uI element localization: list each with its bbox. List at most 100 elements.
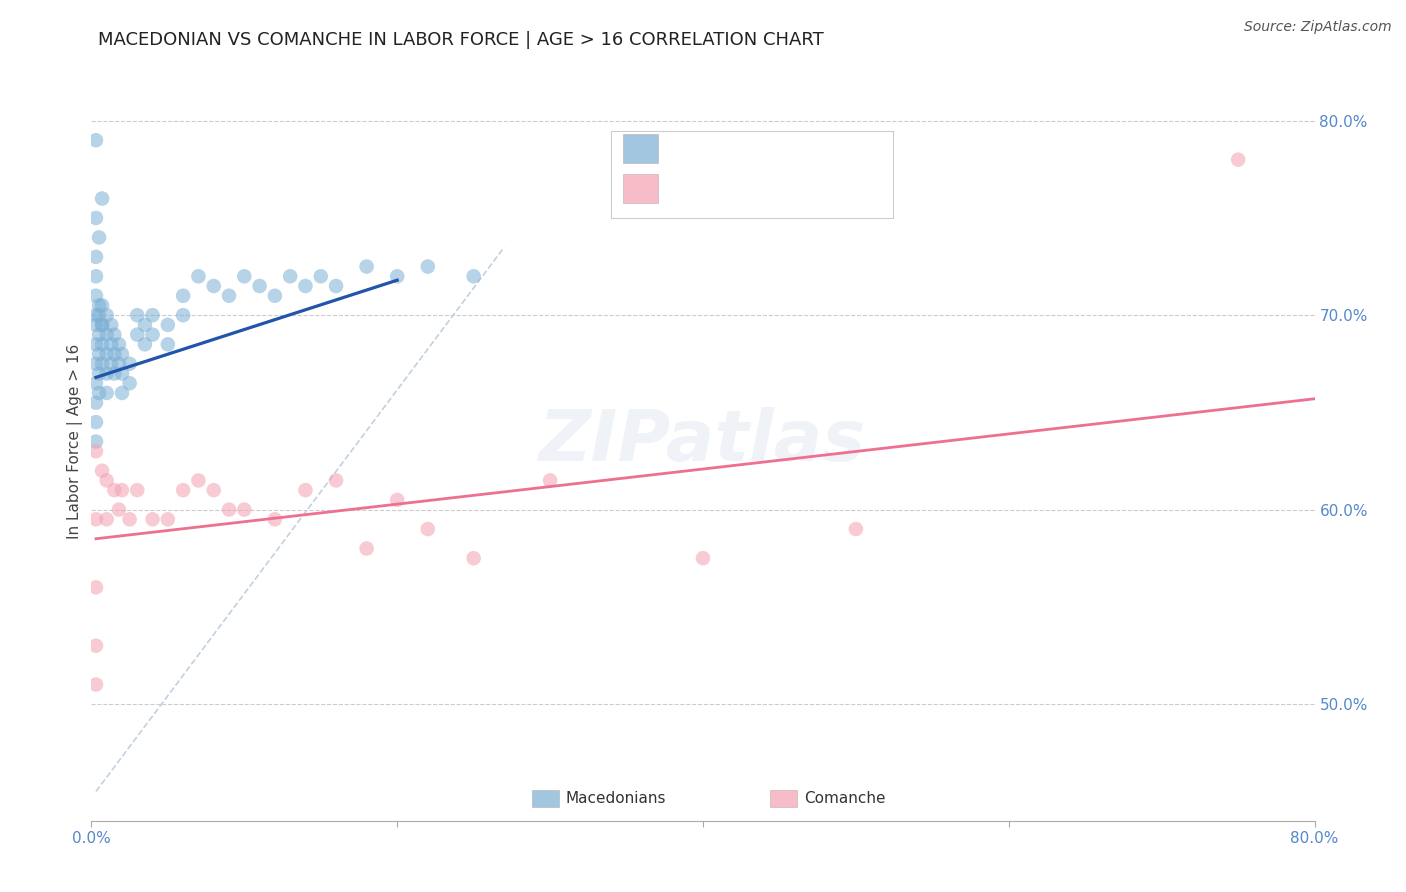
Point [84, 337, 107, 351]
Text: MACEDONIAN VS COMANCHE IN LABOR FORCE | AGE > 16 CORRELATION CHART: MACEDONIAN VS COMANCHE IN LABOR FORCE | … [98, 31, 824, 49]
Point [84, 318, 107, 332]
Text: 0.211: 0.211 [716, 180, 768, 198]
Point [103, 327, 125, 342]
Point [100, 318, 122, 332]
Point [96, 347, 118, 361]
Point [141, 327, 163, 342]
Point [202, 279, 225, 293]
Point [118, 512, 141, 526]
Point [84, 512, 107, 526]
Point [538, 474, 561, 488]
Text: 0.306: 0.306 [709, 141, 762, 159]
Text: Macedonians: Macedonians [567, 791, 666, 806]
Point [108, 502, 131, 516]
Point [87, 386, 110, 401]
Text: Comanche: Comanche [804, 791, 886, 806]
Point [91, 298, 114, 312]
Point [172, 289, 194, 303]
Point [87, 230, 110, 244]
Point [309, 269, 332, 284]
Text: ZIPatlas: ZIPatlas [540, 407, 866, 476]
Point [91, 357, 114, 371]
Point [84, 133, 107, 147]
Point [156, 512, 179, 526]
Point [87, 298, 110, 312]
Text: R =: R = [669, 180, 710, 198]
Point [96, 367, 118, 381]
Point [84, 376, 107, 391]
Point [111, 347, 134, 361]
Point [325, 279, 347, 293]
Point [118, 357, 141, 371]
Point [127, 327, 149, 342]
Point [172, 483, 194, 497]
Point [385, 492, 409, 507]
Point [463, 269, 485, 284]
Point [141, 308, 163, 322]
Point [91, 318, 114, 332]
Y-axis label: In Labor Force | Age > 16: In Labor Force | Age > 16 [67, 344, 83, 539]
Point [84, 289, 107, 303]
FancyBboxPatch shape [623, 135, 658, 163]
Point [294, 483, 316, 497]
Point [84, 308, 107, 322]
Point [91, 337, 114, 351]
Point [134, 318, 156, 332]
Point [249, 279, 271, 293]
Point [91, 318, 114, 332]
Point [96, 474, 118, 488]
Point [84, 269, 107, 284]
Point [356, 260, 378, 274]
Point [325, 474, 347, 488]
Point [96, 512, 118, 526]
Point [264, 512, 287, 526]
Text: Source: ZipAtlas.com: Source: ZipAtlas.com [1244, 20, 1392, 34]
Point [385, 269, 409, 284]
Point [463, 551, 485, 566]
Text: 31: 31 [813, 180, 837, 198]
Point [84, 434, 107, 449]
Point [187, 269, 209, 284]
Point [84, 250, 107, 264]
Point [103, 347, 125, 361]
Point [103, 367, 125, 381]
Point [108, 357, 131, 371]
Point [172, 308, 194, 322]
Point [845, 522, 868, 536]
Point [118, 376, 141, 391]
Point [278, 269, 301, 284]
Text: 69: 69 [813, 141, 837, 159]
Point [233, 502, 256, 516]
Point [416, 260, 439, 274]
Point [87, 308, 110, 322]
FancyBboxPatch shape [612, 130, 893, 218]
Point [84, 639, 107, 653]
Point [87, 347, 110, 361]
Point [96, 327, 118, 342]
Text: N =: N = [773, 180, 811, 198]
Point [84, 444, 107, 458]
Point [87, 367, 110, 381]
FancyBboxPatch shape [531, 790, 558, 807]
Point [156, 337, 179, 351]
Point [134, 337, 156, 351]
Point [264, 289, 287, 303]
Point [111, 386, 134, 401]
FancyBboxPatch shape [623, 174, 658, 202]
Point [84, 395, 107, 409]
Point [100, 357, 122, 371]
Point [96, 386, 118, 401]
Point [127, 308, 149, 322]
Point [84, 211, 107, 225]
Point [233, 269, 256, 284]
Point [692, 551, 714, 566]
Point [103, 483, 125, 497]
Point [91, 192, 114, 206]
Point [218, 289, 240, 303]
Point [111, 367, 134, 381]
Point [294, 279, 316, 293]
Point [87, 327, 110, 342]
Point [108, 337, 131, 351]
Point [84, 580, 107, 594]
Point [84, 677, 107, 691]
